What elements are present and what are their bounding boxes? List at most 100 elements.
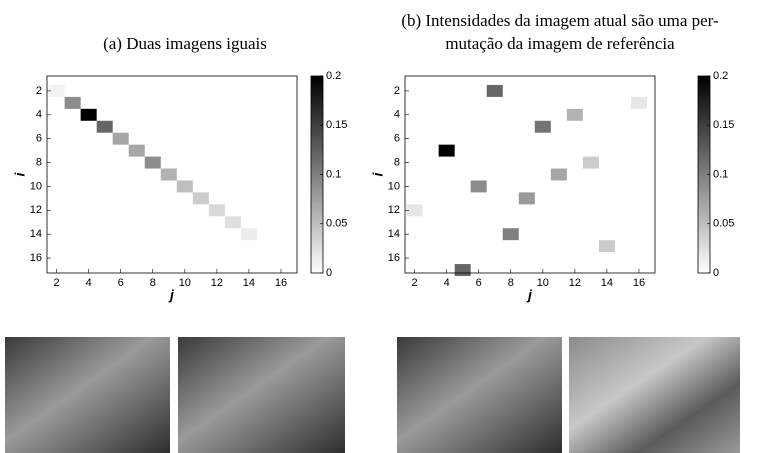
photo-permuted [569,337,740,453]
colorbar-step [311,257,323,261]
photo-reference [397,337,562,453]
cell [407,204,423,216]
y-tick-label: 14 [30,228,42,240]
cell [161,169,177,181]
colorbar-step [698,234,710,238]
y-tick-label: 16 [30,252,42,264]
colorbar-step [698,125,710,129]
colorbar-step [698,175,710,179]
x-axis-label: j [168,287,175,303]
colorbar-step [311,135,323,139]
cell [631,97,647,109]
cell [49,85,65,97]
colorbar-step [698,247,710,251]
colorbar-step [311,204,323,208]
cell [599,240,615,252]
colorbar-step [311,92,323,96]
colorbar-step [311,234,323,238]
colorbar-step [698,211,710,215]
cell [65,97,81,109]
colorbar-step [698,132,710,136]
colorbar-step [698,194,710,198]
cell [551,169,567,181]
colorbar-step [311,76,323,80]
y-tick-label: 8 [394,156,400,168]
colorbar-step [311,217,323,221]
colorbar-step [698,253,710,257]
cell [471,180,487,192]
colorbar-step [311,142,323,146]
colorbar-step [311,214,323,218]
cell [129,145,145,157]
x-tick-label: 2 [412,277,418,289]
colorbar-step [311,230,323,234]
colorbar-step [698,92,710,96]
colorbar-step [311,109,323,113]
x-tick-label: 4 [86,277,92,289]
cell [241,228,257,240]
x-tick-label: 12 [569,277,581,289]
cell [535,121,551,133]
x-tick-label: 8 [150,277,156,289]
colorbar-step [698,188,710,192]
colorbar-step [311,224,323,228]
colorbar-step [698,266,710,270]
colorbar-step [698,155,710,159]
colorbar-step [311,191,323,195]
colorbar-step [311,266,323,270]
colorbar-step [311,184,323,188]
x-tick-label: 2 [54,277,60,289]
colorbar-step [698,178,710,182]
colorbar-step [698,197,710,201]
y-tick-label: 2 [394,85,400,97]
x-tick-label: 14 [243,277,255,289]
colorbar-step [311,250,323,254]
colorbar-step [311,152,323,156]
colorbar-step [311,102,323,106]
colorbar-step [311,260,323,264]
colorbar-step [311,263,323,267]
colorbar-step [698,135,710,139]
chart-title: mutação da imagem de referência [445,34,675,53]
colorbar-step [311,207,323,211]
x-axis-label: j [526,287,533,303]
colorbar-step [311,178,323,182]
colorbar-step [311,165,323,169]
cell [193,192,209,204]
colorbar-step [311,138,323,142]
y-tick-label: 8 [36,156,42,168]
x-tick-label: 4 [444,277,450,289]
y-tick-label: 12 [30,204,42,216]
colorbar-step [311,211,323,215]
colorbar-step [698,201,710,205]
colorbar-tick-label: 0.05 [713,218,734,230]
cell [97,121,113,133]
y-tick-label: 10 [388,180,400,192]
cell [519,192,535,204]
y-tick-label: 12 [388,204,400,216]
colorbar-step [311,148,323,152]
cell [113,133,129,145]
colorbar-tick-label: 0 [326,267,332,279]
colorbar-step [311,115,323,119]
y-tick-label: 6 [36,133,42,145]
colorbar-step [698,257,710,261]
colorbar-step [311,201,323,205]
colorbar-step [698,214,710,218]
colorbar-step [311,188,323,192]
x-tick-label: 6 [118,277,124,289]
colorbar-tick-label: 0.15 [326,119,347,131]
colorbar-step [311,155,323,159]
photo-reference [5,337,170,453]
colorbar-step [698,148,710,152]
colorbar-step [698,152,710,156]
colorbar-step [311,158,323,162]
colorbar-step [698,227,710,231]
colorbar-step [698,168,710,172]
x-tick-label: 12 [211,277,223,289]
colorbar-tick-label: 0.2 [326,70,341,82]
y-tick-label: 6 [394,133,400,145]
cell [81,109,97,121]
colorbar-step [698,86,710,90]
colorbar-step [698,142,710,146]
